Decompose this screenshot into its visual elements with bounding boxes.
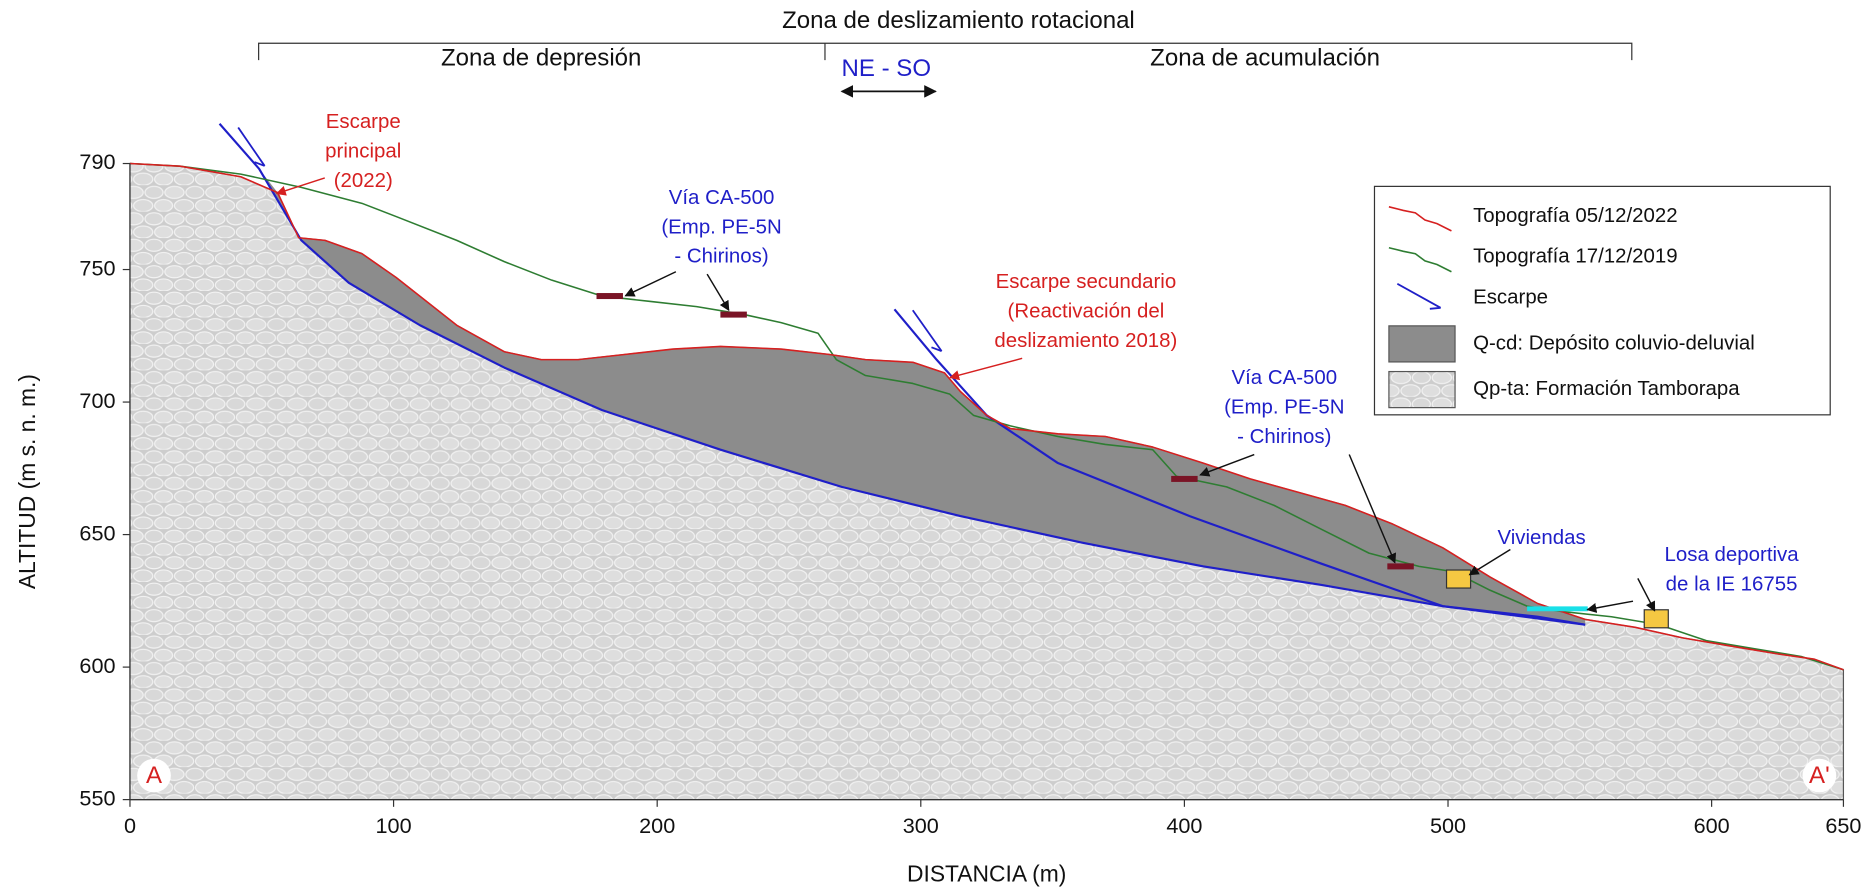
legend-line [1388, 246, 1452, 273]
section-end-badge [137, 758, 171, 793]
annotation: - Chirinos) [674, 245, 768, 268]
escarpe-symbol [912, 309, 943, 352]
annotation: Vía CA-500 [669, 186, 775, 209]
x-axis-label: DISTANCIA (m) [907, 860, 1066, 886]
annotation: (Reactivación del [1008, 299, 1165, 322]
escarpe-symbol [254, 161, 265, 167]
zone-bracket [258, 42, 1633, 61]
road [720, 311, 747, 318]
legend-label: Qp-ta: Formación Tamborapa [1473, 377, 1740, 400]
escarpe-line [893, 308, 1586, 626]
annotation: Escarpe secundario [996, 270, 1177, 293]
x-tick-label: 600 [1694, 813, 1730, 838]
annotation: Escarpe [326, 110, 401, 133]
annotation-arrow [1199, 453, 1255, 477]
legend-label: Topografía 17/12/2019 [1473, 245, 1678, 268]
road [596, 293, 623, 300]
legend-box [1373, 185, 1831, 416]
y-tick-label: 550 [79, 785, 115, 810]
y-tick-label: 600 [79, 653, 115, 678]
legend-patch [1388, 325, 1456, 363]
annotation-arrow [1586, 600, 1634, 613]
x-tick-label: 400 [1166, 813, 1202, 838]
x-tick-label: 0 [124, 813, 136, 838]
house [1643, 609, 1669, 629]
annotation-arrow [1348, 454, 1397, 564]
annotation-arrow [275, 177, 325, 196]
chart-title: Zona de deslizamiento rotacional [782, 7, 1135, 34]
x-tick-label: 300 [903, 813, 939, 838]
annotation: (Emp. PE-5N [661, 215, 781, 238]
x-tick-label: 500 [1430, 813, 1466, 838]
annotation: (Emp. PE-5N [1224, 396, 1344, 419]
annotation-arrow [949, 357, 1023, 381]
annotation: de la IE 16755 [1666, 572, 1798, 595]
road [1171, 475, 1198, 482]
y-tick-label: 750 [79, 255, 115, 280]
annotation: Losa deportiva [1665, 543, 1800, 566]
direction-label: NE - SO [842, 55, 931, 82]
zone-label: Zona de depresión [441, 44, 641, 71]
escarpe-symbol [931, 346, 942, 352]
annotation-arrow [1637, 578, 1656, 612]
y-tick-label: 790 [79, 149, 115, 174]
annotation: deslizamiento 2018) [994, 329, 1177, 352]
q-cd-fill [259, 168, 1586, 625]
road [1387, 563, 1414, 570]
legend-line [1388, 206, 1452, 232]
y-axis-label: ALTITUD (m s. n. m.) [14, 374, 40, 589]
section-end-label: A' [1809, 762, 1830, 789]
escarpe-symbol [237, 126, 266, 167]
y-tick-label: 650 [79, 520, 115, 545]
legend-patch [1388, 370, 1456, 409]
x-tick-label: 650 [1825, 813, 1861, 838]
annotation: principal [325, 140, 401, 163]
annotation-arrow [624, 271, 677, 297]
annotation-arrow [1468, 548, 1511, 576]
legend: Topografía 05/12/2022 Topografía 17/12/20… [1373, 185, 1831, 416]
x-tick-label: 200 [639, 813, 675, 838]
annotation: Vía CA-500 [1231, 366, 1337, 389]
legend-label: Escarpe [1473, 286, 1548, 309]
annotation-arrow [706, 273, 730, 312]
escarpe-line [218, 123, 1586, 626]
y-tick-label: 700 [79, 388, 115, 413]
legend-label: Topografía 05/12/2022 [1473, 204, 1678, 227]
house [1445, 569, 1472, 589]
escarpe-symbol [1396, 282, 1442, 309]
section-end-label: A [146, 762, 162, 789]
x-tick-label: 100 [376, 813, 412, 838]
section-end-badge [1802, 758, 1837, 793]
annotation: (2022) [334, 169, 393, 192]
zone-label: Zona de acumulación [1150, 44, 1380, 71]
escarpe-symbol [1429, 306, 1441, 310]
annotation: - Chirinos) [1237, 425, 1331, 448]
overlay: 550 600 650 700 750 790 0 100 200 300 400 500 600 650… [14, 7, 1861, 886]
annotation: Viviendas [1497, 526, 1585, 549]
legend-label: Q-cd: Depósito coluvio-deluvial [1473, 331, 1755, 354]
